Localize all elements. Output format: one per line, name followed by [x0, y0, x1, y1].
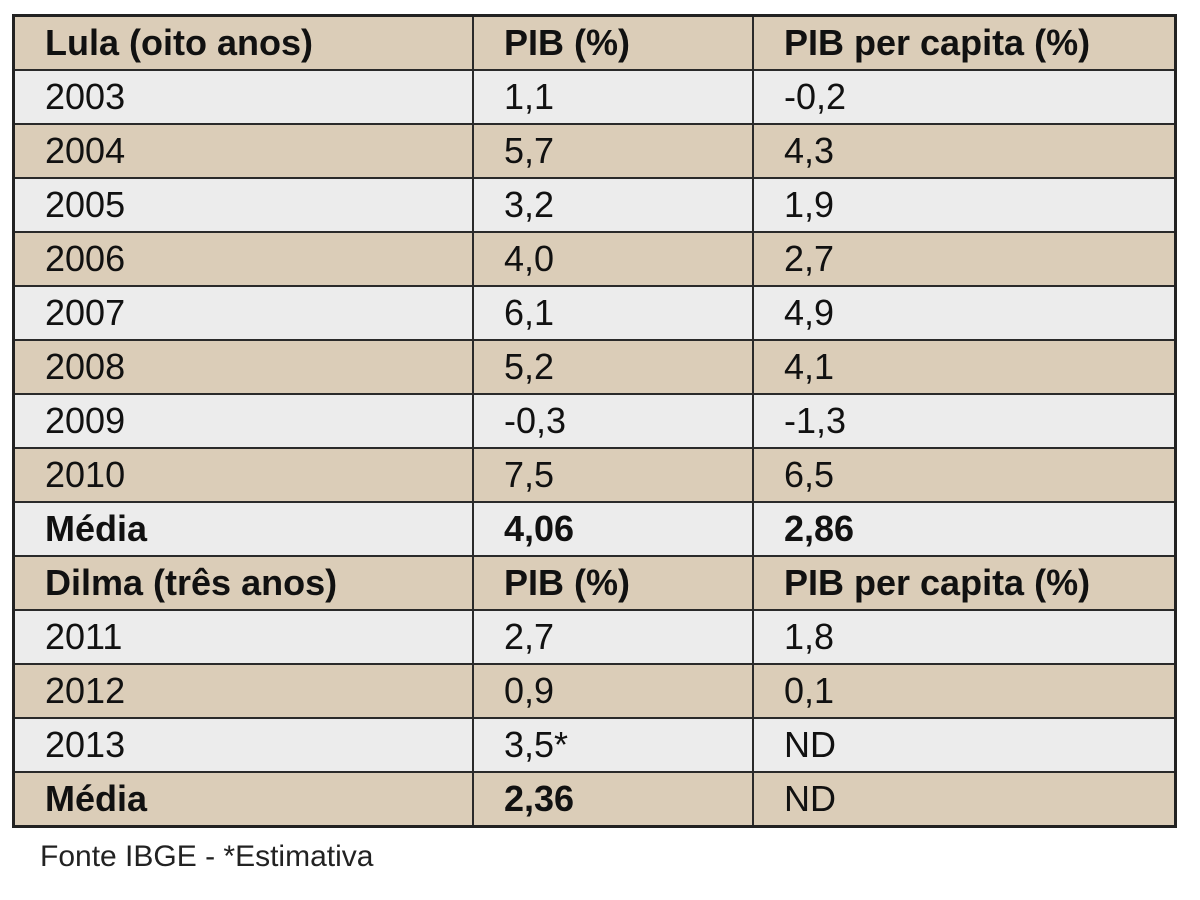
dilma-header-gdp: PIB (%) [473, 556, 754, 611]
year-cell: 2011 [15, 610, 474, 665]
lula-header-period: Lula (oito anos) [15, 17, 474, 71]
table-row: 2006 4,0 2,7 [15, 232, 1174, 287]
gdp-per-capita-cell: 6,5 [753, 448, 1174, 503]
table-row: 2009 -0,3 -1,3 [15, 394, 1174, 449]
table-row: 2010 7,5 6,5 [15, 448, 1174, 503]
gdp-per-capita-cell: -1,3 [753, 394, 1174, 449]
source-footnote: Fonte IBGE - *Estimativa [40, 840, 374, 873]
year-cell: 2010 [15, 448, 474, 503]
lula-average-row: Média 4,06 2,86 [15, 502, 1174, 557]
table-row: 2013 3,5* ND [15, 718, 1174, 773]
gdp-cell: 5,2 [473, 340, 754, 395]
gdp-cell: 7,5 [473, 448, 754, 503]
year-cell: 2005 [15, 178, 474, 233]
table-row: 2005 3,2 1,9 [15, 178, 1174, 233]
gdp-per-capita-cell: 4,1 [753, 340, 1174, 395]
gdp-cell: -0,3 [473, 394, 754, 449]
gdp-cell: 0,9 [473, 664, 754, 719]
year-cell: 2006 [15, 232, 474, 287]
average-gdp: 2,36 [473, 772, 754, 825]
year-cell: 2003 [15, 70, 474, 125]
table-row: 2011 2,7 1,8 [15, 610, 1174, 665]
gdp-per-capita-cell: 4,9 [753, 286, 1174, 341]
gdp-per-capita-cell: ND [753, 718, 1174, 773]
table-row: 2004 5,7 4,3 [15, 124, 1174, 179]
year-cell: 2009 [15, 394, 474, 449]
gdp-table: Lula (oito anos) PIB (%) PIB per capita … [12, 14, 1177, 828]
average-gdp-per-capita: ND [753, 772, 1174, 825]
year-cell: 2008 [15, 340, 474, 395]
gdp-cell: 6,1 [473, 286, 754, 341]
year-cell: 2013 [15, 718, 474, 773]
dilma-header-gdp-per-capita: PIB per capita (%) [753, 556, 1174, 611]
year-cell: 2012 [15, 664, 474, 719]
gdp-per-capita-cell: 0,1 [753, 664, 1174, 719]
table-row: 2012 0,9 0,1 [15, 664, 1174, 719]
gdp-cell: 4,0 [473, 232, 754, 287]
dilma-header-period: Dilma (três anos) [15, 556, 474, 611]
gdp-per-capita-cell: -0,2 [753, 70, 1174, 125]
gdp-per-capita-cell: 4,3 [753, 124, 1174, 179]
table-row: 2007 6,1 4,9 [15, 286, 1174, 341]
table-row: 2008 5,2 4,1 [15, 340, 1174, 395]
lula-header-gdp: PIB (%) [473, 17, 754, 71]
gdp-cell: 2,7 [473, 610, 754, 665]
year-cell: 2004 [15, 124, 474, 179]
dilma-average-row: Média 2,36 ND [15, 772, 1174, 825]
gdp-cell: 3,5* [473, 718, 754, 773]
gdp-per-capita-cell: 1,9 [753, 178, 1174, 233]
gdp-per-capita-cell: 2,7 [753, 232, 1174, 287]
average-gdp-per-capita: 2,86 [753, 502, 1174, 557]
average-label: Média [15, 772, 474, 825]
year-cell: 2007 [15, 286, 474, 341]
lula-header-gdp-per-capita: PIB per capita (%) [753, 17, 1174, 71]
table-row: 2003 1,1 -0,2 [15, 70, 1174, 125]
gdp-per-capita-cell: 1,8 [753, 610, 1174, 665]
dilma-header-row: Dilma (três anos) PIB (%) PIB per capita… [15, 556, 1174, 611]
gdp-cell: 5,7 [473, 124, 754, 179]
average-gdp: 4,06 [473, 502, 754, 557]
gdp-cell: 3,2 [473, 178, 754, 233]
gdp-cell: 1,1 [473, 70, 754, 125]
gdp-growth-table: Lula (oito anos) PIB (%) PIB per capita … [15, 17, 1174, 825]
average-label: Média [15, 502, 474, 557]
lula-header-row: Lula (oito anos) PIB (%) PIB per capita … [15, 17, 1174, 71]
